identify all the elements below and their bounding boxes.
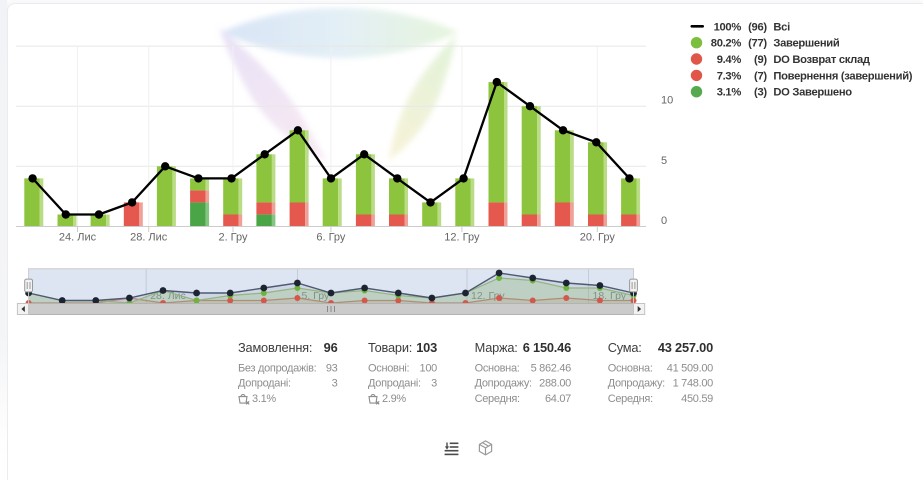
svg-text:100%: 100% [714,21,742,33]
svg-text:103: 103 [416,340,437,355]
svg-text:288.00: 288.00 [539,378,571,390]
svg-text:9.4%: 9.4% [717,54,742,66]
svg-text:Сума:: Сума: [608,340,642,355]
svg-text:(7): (7) [754,70,767,82]
svg-text:41 509.00: 41 509.00 [667,362,713,374]
svg-text:96: 96 [324,340,338,355]
svg-text:Допродані:: Допродані: [238,378,291,390]
svg-text:Допродажу:: Допродажу: [608,378,665,390]
svg-text:3.1%: 3.1% [252,393,276,405]
svg-text:100: 100 [420,362,438,374]
svg-text:1 748.00: 1 748.00 [673,378,714,390]
svg-text:28. Лис: 28. Лис [150,290,186,302]
svg-text:6 150.46: 6 150.46 [523,340,571,355]
svg-text:Маржа:: Маржа: [475,340,518,355]
svg-text:3: 3 [431,378,437,390]
svg-text:7.3%: 7.3% [717,70,742,82]
svg-text:Основні:: Основні: [368,362,410,374]
svg-text:DO Завершено: DO Завершено [773,87,852,99]
svg-text:64.07: 64.07 [545,393,571,405]
svg-text:0: 0 [661,215,667,227]
svg-text:5: 5 [661,155,667,167]
svg-text:10: 10 [661,95,673,107]
svg-text:3: 3 [332,378,338,390]
svg-text:DO Возврат склад: DO Возврат склад [773,54,870,66]
svg-text:Всі: Всі [773,21,790,33]
svg-text:5. Гру: 5. Гру [302,290,330,302]
svg-text:Замовлення:: Замовлення: [238,340,312,355]
svg-text:2.9%: 2.9% [382,393,406,405]
svg-text:Допродажу:: Допродажу: [475,378,532,390]
svg-text:450.59: 450.59 [681,393,713,405]
svg-text:28. Лис: 28. Лис [130,232,168,244]
svg-text:Повернення (завершений): Повернення (завершений) [773,70,912,82]
svg-text:24. Лис: 24. Лис [59,232,97,244]
svg-text:3.1%: 3.1% [717,87,742,99]
svg-text:(9): (9) [754,54,767,66]
svg-text:6. Гру: 6. Гру [316,232,346,244]
svg-text:Завершений: Завершений [773,38,839,50]
svg-text:20. Гру: 20. Гру [580,232,616,244]
svg-text:2. Гру: 2. Гру [218,232,248,244]
svg-text:(96): (96) [748,21,767,33]
svg-text:80.2%: 80.2% [711,38,742,50]
svg-text:12. Гру: 12. Гру [444,232,480,244]
svg-text:Середня:: Середня: [608,393,653,405]
svg-text:5 862.46: 5 862.46 [531,362,572,374]
svg-text:(3): (3) [754,87,767,99]
svg-text:Основна:: Основна: [608,362,653,374]
svg-text:Товари:: Товари: [368,340,412,355]
svg-text:Допродані:: Допродані: [368,378,421,390]
svg-text:Середня:: Середня: [475,393,520,405]
svg-text:Без допродажів:: Без допродажів: [238,362,317,374]
svg-text:93: 93 [326,362,338,374]
svg-text:43 257.00: 43 257.00 [658,340,713,355]
svg-text:(77): (77) [748,38,767,50]
svg-text:Основна:: Основна: [475,362,520,374]
